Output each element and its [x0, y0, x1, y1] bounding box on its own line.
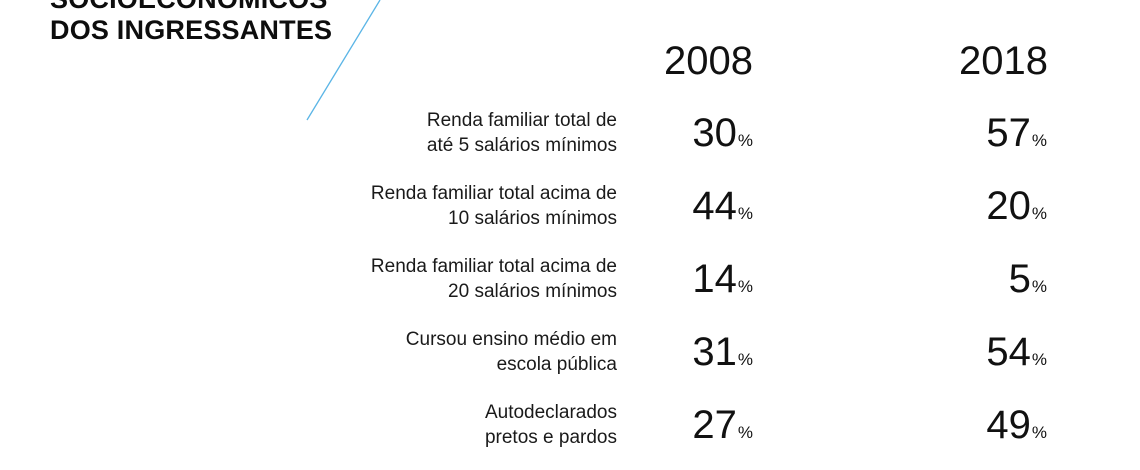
year-header-2008: 2008: [664, 39, 753, 83]
value-number: 27: [692, 403, 737, 447]
row-label-line-2: pretos e pardos: [484, 427, 617, 448]
percent-sign: %: [737, 131, 753, 150]
row-label: Cursou ensino médio em escola pública: [257, 327, 617, 377]
table-row: Renda familiar total de até 5 salários m…: [0, 108, 1140, 178]
accent-diagonal-line: [306, 0, 381, 121]
value-2008: 31%: [583, 329, 753, 383]
percent-sign: %: [1031, 423, 1047, 442]
value-2018: 49%: [877, 402, 1047, 456]
percent-sign: %: [1031, 277, 1047, 296]
value-number: 30: [692, 111, 737, 155]
value-number: 5: [1008, 257, 1031, 301]
table-row: Renda familiar total acima de 20 salário…: [0, 254, 1140, 324]
value-2008: 44%: [583, 183, 753, 237]
row-label: Renda familiar total de até 5 salários m…: [257, 108, 617, 158]
value-2008: 27%: [583, 402, 753, 456]
row-label-line-2: até 5 salários mínimos: [426, 135, 617, 156]
value-number: 49: [986, 403, 1031, 447]
value-2018: 54%: [877, 329, 1047, 383]
table-row: Autodeclarados pretos e pardos 27% 49%: [0, 400, 1140, 470]
row-label: Renda familiar total acima de 10 salário…: [257, 181, 617, 231]
year-header-2018: 2018: [959, 39, 1048, 83]
value-2018: 5%: [877, 256, 1047, 310]
percent-sign: %: [1031, 350, 1047, 369]
value-2008: 30%: [583, 110, 753, 164]
percent-sign: %: [737, 350, 753, 369]
row-label: Renda familiar total acima de 20 salário…: [257, 254, 617, 304]
value-2018: 57%: [877, 110, 1047, 164]
title-line-1: SOCIOECONÔMICOS: [50, 0, 332, 15]
row-label: Autodeclarados pretos e pardos: [257, 400, 617, 450]
value-2018: 20%: [877, 183, 1047, 237]
value-2008: 14%: [583, 256, 753, 310]
percent-sign: %: [737, 277, 753, 296]
percent-sign: %: [1031, 131, 1047, 150]
row-label-line-2: escola pública: [496, 354, 617, 375]
table-row: Renda familiar total acima de 10 salário…: [0, 181, 1140, 251]
value-number: 20: [986, 184, 1031, 228]
row-label-line-1: Renda familiar total de: [426, 110, 617, 131]
percent-sign: %: [1031, 204, 1047, 223]
value-number: 14: [692, 257, 737, 301]
value-number: 31: [692, 330, 737, 374]
title-line-2: DOS INGRESSANTES: [50, 15, 333, 45]
row-label-line-1: Cursou ensino médio em: [405, 329, 617, 350]
row-label-line-2: 20 salários mínimos: [448, 281, 617, 302]
row-label-line-1: Renda familiar total acima de: [370, 256, 617, 277]
row-label-line-1: Autodeclarados: [484, 402, 617, 423]
row-label-line-2: 10 salários mínimos: [448, 208, 617, 229]
value-number: 44: [692, 184, 737, 228]
page-title: SOCIOECONÔMICOS DOS INGRESSANTES: [50, 0, 332, 46]
row-label-line-1: Renda familiar total acima de: [370, 183, 617, 204]
value-number: 54: [986, 330, 1031, 374]
value-number: 57: [986, 111, 1031, 155]
percent-sign: %: [737, 423, 753, 442]
percent-sign: %: [737, 204, 753, 223]
table-row: Cursou ensino médio em escola pública 31…: [0, 327, 1140, 397]
